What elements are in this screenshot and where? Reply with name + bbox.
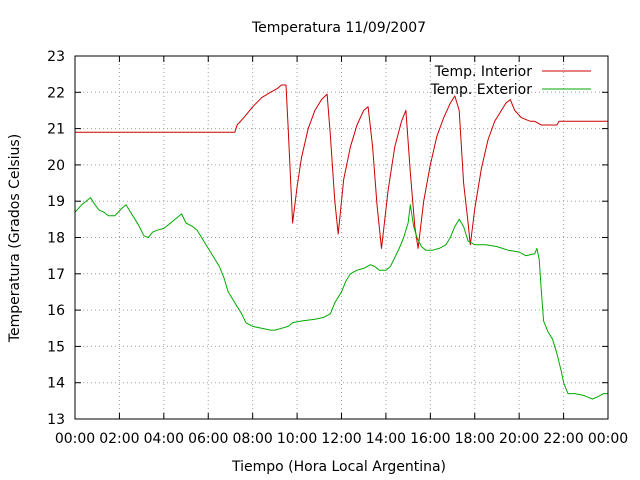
- y-tick-label: 22: [47, 85, 65, 101]
- x-tick-label: 08:00: [232, 431, 272, 447]
- y-axis: 13 14 15 16 17 18 19 20 21 22 23: [47, 49, 608, 428]
- y-tick-label: 23: [47, 49, 65, 65]
- x-axis: 00:00 02:00 04:00 06:00 08:00 10:00 12:00 14:00…: [55, 56, 628, 447]
- x-tick-label: 00:00: [55, 431, 95, 447]
- legend: Temp. Interior Temp. Exterior: [430, 64, 591, 98]
- x-tick-label: 18:00: [455, 431, 495, 447]
- y-tick-label: 17: [47, 267, 65, 283]
- y-tick-label: 14: [47, 376, 65, 392]
- x-tick-label: 12:00: [321, 431, 361, 447]
- y-tick-label: 20: [47, 158, 65, 174]
- y-tick-label: 21: [47, 122, 65, 138]
- y-tick-label: 16: [47, 303, 65, 319]
- y-tick-label: 18: [47, 231, 65, 247]
- x-tick-label: 02:00: [99, 431, 139, 447]
- x-tick-label: 06:00: [188, 431, 228, 447]
- x-axis-label: Tiempo (Hora Local Argentina): [231, 459, 446, 475]
- x-tick-label: 14:00: [366, 431, 406, 447]
- plot-area: [74, 84, 608, 400]
- series-line-interior: [75, 84, 608, 249]
- y-tick-label: 13: [47, 412, 65, 428]
- chart-title: Temperatura 11/09/2007: [251, 20, 426, 36]
- x-tick-label: 20:00: [499, 431, 539, 447]
- series-line-exterior: [74, 197, 608, 400]
- x-tick-label: 16:00: [410, 431, 450, 447]
- x-tick-label: 00:00: [588, 431, 628, 447]
- legend-label: Temp. Interior: [434, 64, 533, 80]
- x-tick-label: 04:00: [144, 431, 184, 447]
- x-tick-label: 22:00: [543, 431, 583, 447]
- grid-lines: [75, 56, 608, 419]
- y-axis-label: Temperatura (Grados Celsius): [7, 134, 23, 343]
- x-tick-label: 10:00: [277, 431, 317, 447]
- legend-label: Temp. Exterior: [430, 82, 533, 98]
- y-tick-label: 15: [47, 339, 65, 355]
- y-tick-label: 19: [47, 194, 65, 210]
